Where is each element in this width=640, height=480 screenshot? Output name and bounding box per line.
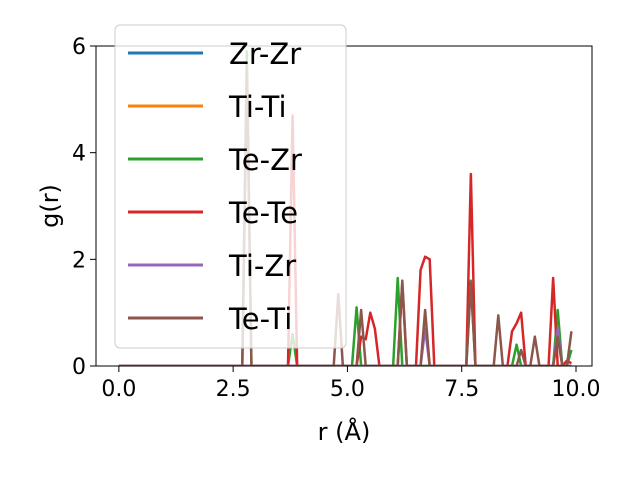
legend-label-te-ti: Te-Ti [228,302,292,336]
legend-label-ti-zr: Ti-Zr [228,249,296,283]
y-tick-label: 2 [72,248,86,273]
y-axis: 0 2 4 6 [72,35,96,380]
y-tick-label: 0 [72,355,86,380]
y-tick-label: 4 [72,142,86,167]
series-layer [118,50,573,366]
x-tick-label: 0.0 [101,377,136,402]
legend-label-te-zr: Te-Zr [228,143,302,177]
x-tick-label: 5.0 [330,377,365,402]
legend-box [114,24,347,349]
x-axis: 0.0 2.5 5.0 7.5 10.0 [101,366,600,402]
series-line-te-ti [118,66,573,366]
x-tick-label: 2.5 [216,377,251,402]
x-tick-label: 7.5 [444,377,479,402]
x-tick-label: 10.0 [552,377,601,402]
x-axis-title: r (Å) [318,417,371,446]
legend-label-ti-ti: Ti-Ti [228,90,287,124]
legend-label-te-te: Te-Te [228,196,298,230]
legend-label-zr-zr: Zr-Zr [229,37,301,71]
y-axis-title: g(r) [36,184,64,228]
legend: Zr-Zr Ti-Ti Te-Zr Te-Te Ti-Zr Te-Ti [114,24,347,349]
y-tick-label: 6 [72,35,86,60]
